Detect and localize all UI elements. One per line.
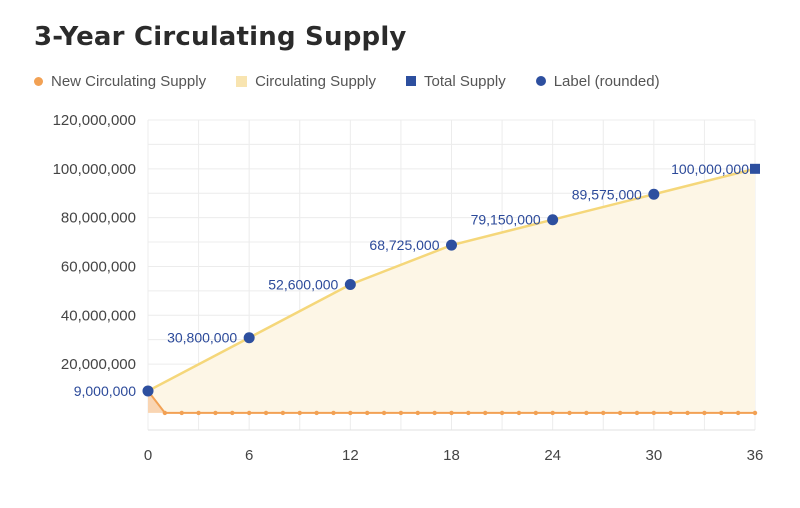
new-circulating-supply-point [415, 410, 420, 416]
new-circulating-supply-point [752, 410, 758, 416]
legend-label-new-circulating: New Circulating Supply [51, 72, 207, 90]
data-label: 79,150,000 [471, 212, 541, 228]
new-circulating-supply-point [230, 410, 235, 416]
new-circulating-supply-point [179, 410, 184, 416]
new-circulating-supply-point [162, 410, 168, 416]
new-circulating-supply-point [348, 410, 353, 416]
legend-item-new-circulating[interactable]: New Circulating Supply [34, 73, 206, 90]
legend-item-label-rounded[interactable]: Label (rounded) [535, 72, 660, 90]
new-circulating-supply-point [567, 410, 572, 416]
new-circulating-supply-point [499, 410, 505, 416]
data-label: 89,575,000 [572, 186, 642, 202]
legend-item-total-supply[interactable]: Total Supply [405, 72, 506, 90]
new-circulating-supply-point [280, 410, 286, 416]
new-circulating-supply-point [601, 410, 606, 416]
y-tick-label: 100,000,000 [53, 161, 136, 178]
y-tick-label: 60,000,000 [61, 258, 136, 275]
data-label: 68,725,000 [369, 237, 439, 253]
legend-swatch-total-supply [405, 76, 416, 86]
new-circulating-supply-point [702, 410, 707, 416]
new-circulating-supply-point [483, 410, 488, 416]
new-circulating-supply-point [516, 410, 522, 416]
new-circulating-supply-point [381, 410, 387, 416]
label-rounded-point [446, 239, 457, 251]
legend-swatch-new-circulating [34, 76, 43, 86]
total-supply-label: 100,000,000 [671, 161, 749, 177]
chart-legend: New Circulating Supply Circulating Suppl… [34, 70, 690, 92]
new-circulating-supply-point [213, 410, 218, 416]
x-tick-label: 12 [342, 447, 359, 464]
data-label: 9,000,000 [74, 383, 136, 399]
new-circulating-supply-point [314, 410, 319, 416]
x-tick-label: 6 [245, 447, 253, 464]
data-label: 52,600,000 [268, 277, 338, 293]
legend-label-label-rounded: Label (rounded) [553, 72, 660, 90]
x-tick-label: 36 [747, 447, 764, 464]
new-circulating-supply-point [449, 410, 454, 416]
new-circulating-supply-point [432, 410, 437, 416]
legend-item-circulating[interactable]: Circulating Supply [236, 73, 376, 90]
new-circulating-supply-point [685, 410, 690, 416]
new-circulating-supply-point [196, 410, 201, 416]
new-circulating-supply-point [668, 410, 673, 416]
new-circulating-supply-point [735, 410, 741, 416]
y-tick-label: 120,000,000 [53, 112, 136, 129]
label-rounded-point [142, 385, 154, 397]
total-supply-point [750, 163, 760, 174]
new-circulating-supply-point [297, 410, 302, 416]
new-circulating-supply-point [246, 410, 252, 416]
new-circulating-supply-point [617, 410, 623, 416]
new-circulating-supply-point [398, 410, 404, 416]
legend-swatch-circulating [236, 75, 248, 87]
label-rounded-point [648, 188, 660, 200]
new-circulating-supply-point [331, 410, 336, 416]
x-tick-label: 18 [443, 447, 460, 464]
data-label: 30,800,000 [167, 330, 237, 346]
x-tick-label: 0 [144, 447, 152, 464]
legend-swatch-label-rounded [535, 76, 546, 86]
x-tick-label: 24 [544, 447, 561, 464]
legend-label-circulating: Circulating Supply [255, 72, 376, 90]
legend-label-total-supply: Total Supply [423, 72, 506, 90]
new-circulating-supply-point [466, 410, 471, 416]
label-rounded-point [344, 279, 356, 291]
x-tick-label: 30 [645, 447, 662, 464]
new-circulating-supply-point [533, 410, 539, 416]
new-circulating-supply-point [651, 410, 657, 416]
new-circulating-supply-point [584, 410, 589, 416]
new-circulating-supply-point [550, 410, 555, 416]
y-tick-label: 80,000,000 [61, 210, 136, 227]
label-rounded-point [547, 214, 559, 226]
y-tick-label: 20,000,000 [61, 356, 136, 373]
circulating-supply-area [148, 168, 755, 413]
chart-title: 3-Year Circulating Supply [34, 22, 407, 52]
new-circulating-supply-point [634, 410, 640, 416]
new-circulating-supply-point [364, 410, 370, 416]
new-circulating-supply-point [719, 410, 724, 416]
y-tick-label: 40,000,000 [61, 307, 136, 324]
label-rounded-point [243, 332, 255, 344]
new-circulating-supply-point [263, 410, 269, 416]
